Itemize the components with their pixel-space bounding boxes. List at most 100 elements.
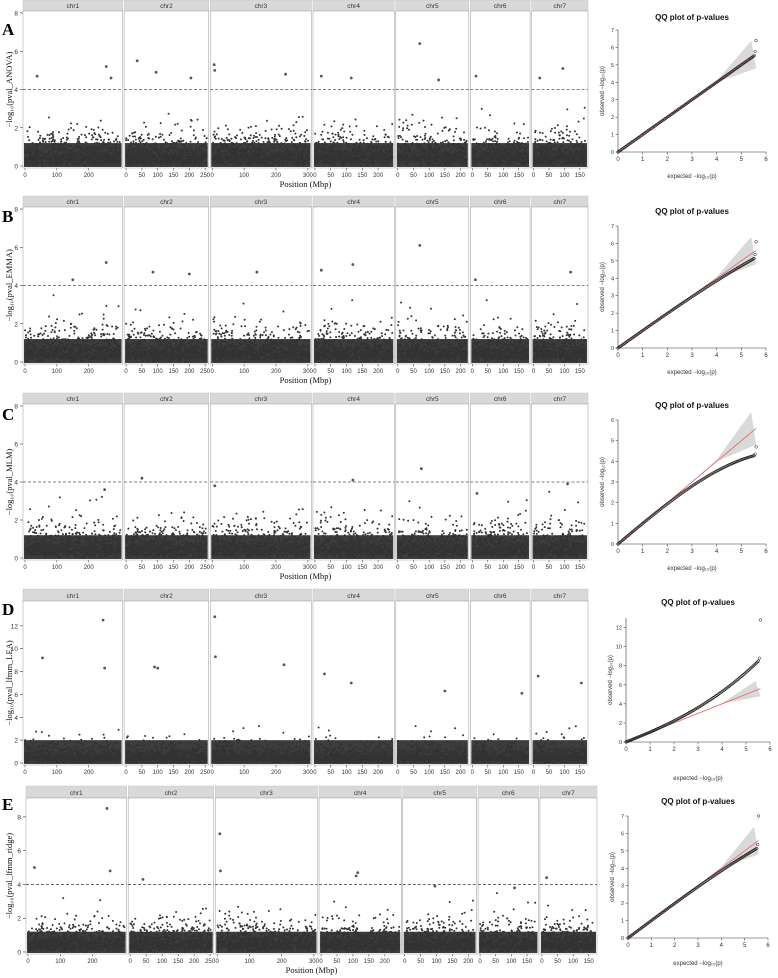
data-point: [363, 133, 366, 136]
data-point: [109, 141, 112, 144]
data-point: [39, 134, 42, 137]
data-point: [339, 128, 342, 131]
top-hit-point: [109, 76, 113, 80]
data-point: [43, 138, 46, 141]
data-point: [157, 136, 160, 139]
facet-strip-label: chr2: [160, 3, 173, 10]
data-point: [28, 126, 31, 129]
data-point: [139, 137, 142, 140]
data-point: [485, 140, 487, 143]
data-point: [292, 124, 295, 127]
data-point: [442, 141, 444, 144]
data-point: [431, 141, 434, 144]
x-tick-label: 100: [342, 173, 353, 179]
data-point: [377, 140, 380, 143]
data-point: [264, 129, 267, 132]
data-point: [239, 138, 242, 141]
data-point: [452, 139, 455, 142]
data-point: [516, 131, 518, 134]
data-point: [351, 133, 354, 136]
data-point: [334, 133, 337, 136]
data-point: [406, 124, 409, 127]
data-point: [419, 136, 422, 139]
data-point: [115, 137, 118, 140]
data-point: [192, 134, 195, 137]
data-point: [274, 138, 277, 141]
data-point: [463, 138, 466, 141]
data-point: [170, 140, 173, 143]
data-point: [243, 136, 246, 139]
data-point: [65, 136, 68, 139]
data-point: [212, 133, 215, 136]
data-point: [118, 141, 121, 143]
data-point: [226, 128, 229, 131]
data-point: [255, 140, 258, 143]
data-point: [345, 136, 348, 139]
data-point: [330, 125, 333, 128]
data-point: [298, 135, 301, 138]
data-point: [151, 138, 154, 141]
data-point: [363, 129, 366, 132]
top-hit-point: [418, 42, 422, 45]
data-point: [28, 139, 31, 142]
data-point: [423, 138, 426, 140]
data-point: [384, 140, 387, 143]
data-point: [205, 137, 208, 140]
data-point: [159, 122, 162, 125]
data-point: [52, 138, 55, 141]
data-point: [241, 131, 244, 134]
data-point: [250, 125, 252, 128]
data-point: [161, 133, 164, 136]
data-point: [147, 133, 150, 135]
data-point: [177, 139, 180, 142]
data-point: [430, 123, 433, 126]
data-point: [289, 130, 292, 133]
data-point: [526, 141, 529, 143]
data-point: [48, 116, 50, 119]
data-point: [334, 139, 337, 141]
data-point: [189, 125, 192, 128]
data-point: [228, 133, 231, 136]
data-point: [138, 140, 141, 143]
dense-points-band: [125, 143, 208, 167]
data-point: [70, 122, 72, 125]
data-point: [287, 128, 290, 131]
data-point: [180, 129, 183, 132]
data-point: [339, 136, 342, 138]
x-tick-label: 250: [200, 173, 211, 179]
data-point: [431, 138, 434, 141]
data-point: [270, 128, 273, 131]
data-point: [266, 119, 268, 122]
data-point: [452, 135, 455, 138]
data-point: [406, 127, 409, 130]
data-point: [338, 138, 341, 140]
data-point: [37, 130, 39, 133]
data-point: [292, 129, 295, 132]
data-point: [493, 130, 496, 133]
data-point: [445, 139, 448, 142]
data-point: [113, 140, 115, 143]
top-hit-point: [189, 76, 193, 80]
data-point: [362, 139, 365, 142]
data-point: [284, 138, 287, 141]
data-point: [444, 140, 447, 143]
data-point: [304, 131, 307, 134]
data-point: [99, 136, 102, 139]
data-point: [53, 139, 56, 142]
data-point: [67, 128, 70, 131]
data-point: [375, 140, 378, 143]
x-tick-label: 200: [84, 173, 95, 179]
data-point: [326, 131, 329, 134]
data-point: [426, 139, 429, 142]
data-point: [167, 112, 170, 115]
data-point: [214, 135, 216, 138]
data-point: [102, 140, 105, 143]
data-point: [424, 132, 427, 135]
data-point: [290, 141, 293, 143]
data-point: [194, 137, 197, 140]
data-point: [277, 133, 280, 136]
data-point: [397, 137, 400, 140]
data-point: [27, 135, 29, 138]
data-point: [111, 131, 114, 134]
